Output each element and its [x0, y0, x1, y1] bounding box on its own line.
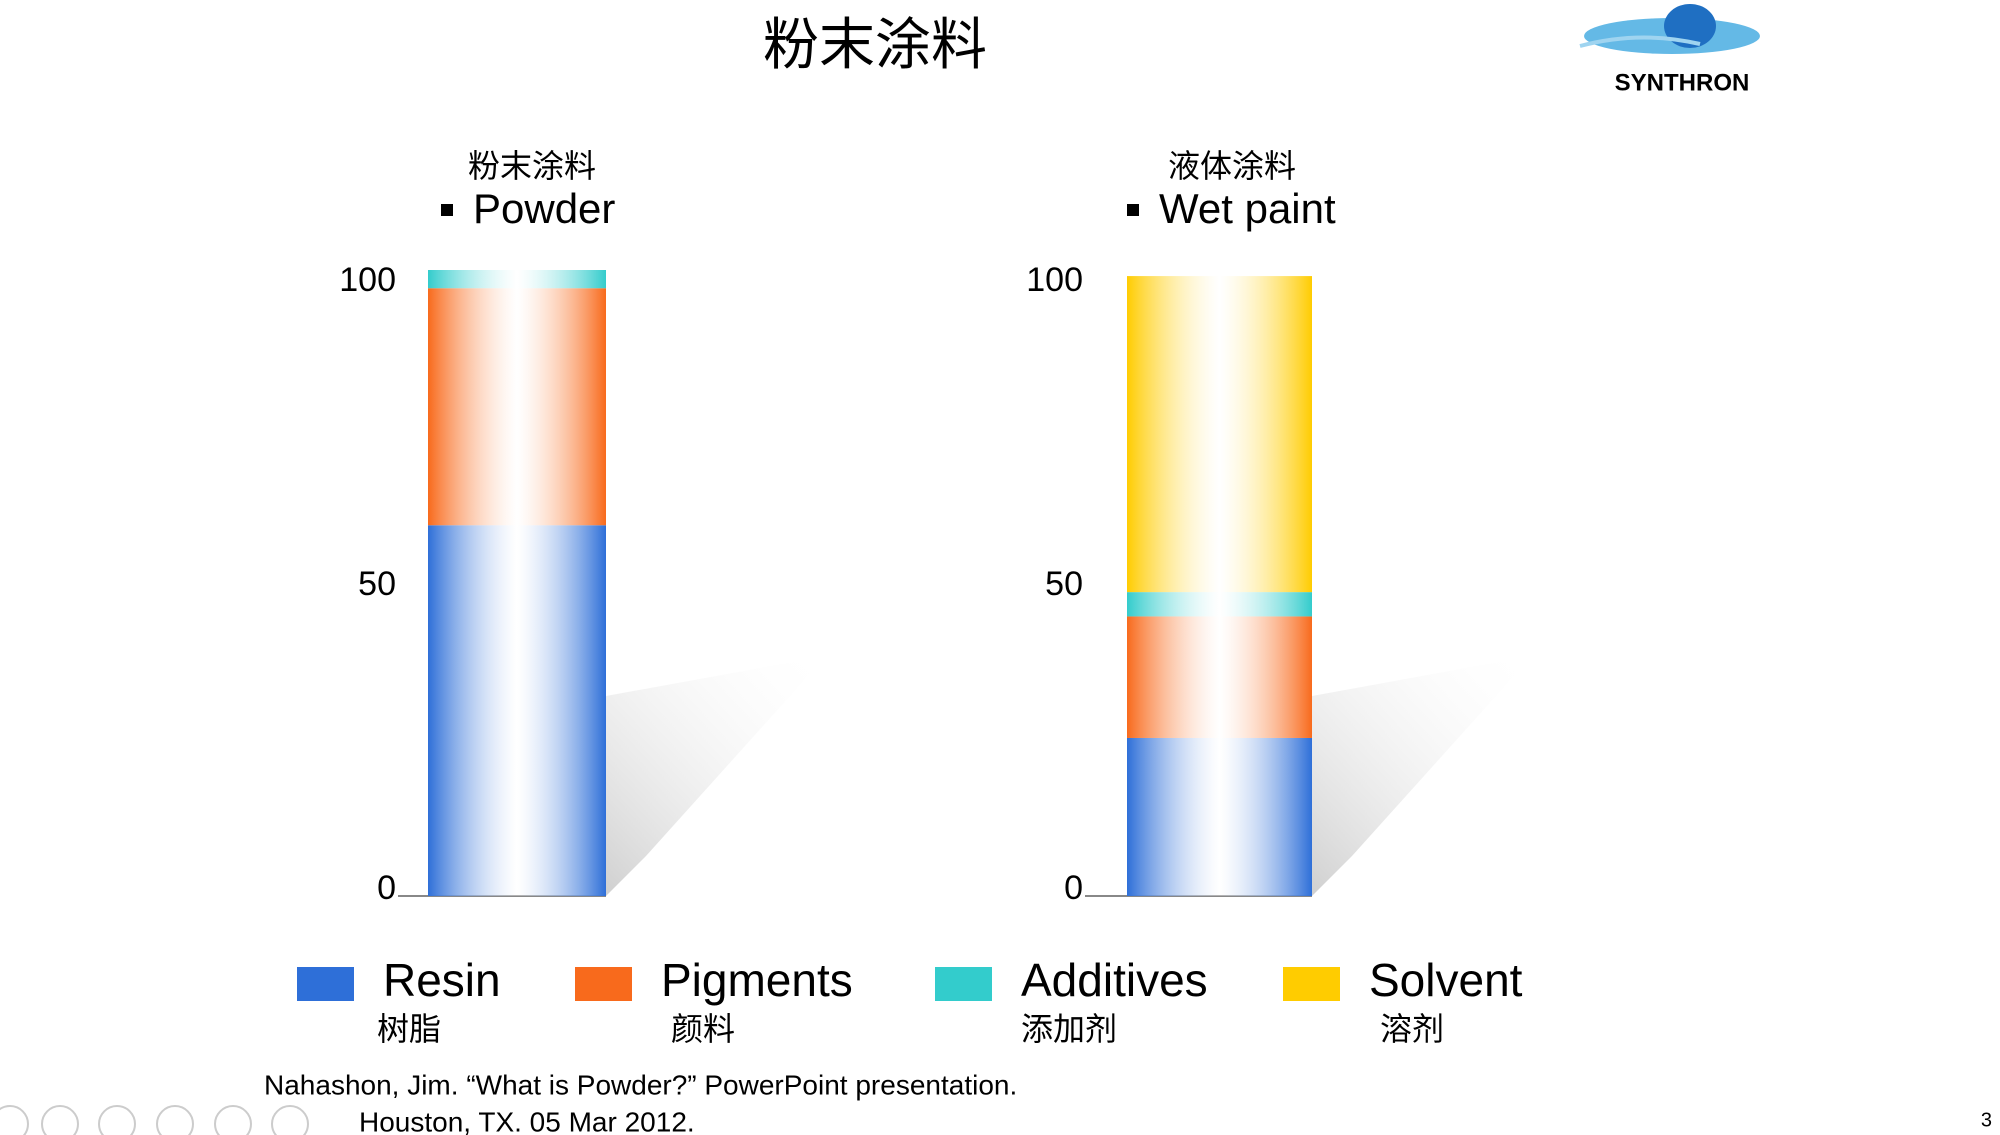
- legend-label-zh: 颜料: [671, 1010, 735, 1048]
- bar-segment: [428, 270, 606, 289]
- bar-segment: [1127, 592, 1312, 617]
- y-tick-label: 0: [1064, 869, 1083, 907]
- page-number: 3: [1981, 1109, 1992, 1131]
- chart-subtitle: Wet paint: [1159, 185, 1336, 232]
- bullet: [441, 204, 453, 216]
- bar-segment: [1127, 616, 1312, 738]
- legend-label-zh: 溶剂: [1380, 1010, 1444, 1048]
- legend-label-zh: 添加剂: [1021, 1010, 1117, 1048]
- bar-segment: [1127, 737, 1312, 896]
- logo: SYNTHRON: [1579, 4, 1760, 96]
- legend-label: Pigments: [661, 954, 853, 1006]
- chart-title: 粉末涂料: [468, 147, 596, 185]
- y-tick-label: 100: [1026, 261, 1083, 299]
- player-controls: [0, 1105, 309, 1135]
- bullet: [1127, 204, 1139, 216]
- legend-swatch: [575, 967, 632, 1001]
- legend-label-zh: 树脂: [377, 1010, 441, 1048]
- citation: Houston, TX. 05 Mar 2012.: [359, 1106, 695, 1135]
- legend-swatch: [935, 967, 992, 1001]
- bar-shadow: [1312, 656, 1532, 896]
- legend-label: Solvent: [1369, 954, 1523, 1006]
- legend-label: Additives: [1021, 954, 1208, 1006]
- y-tick-label: 0: [377, 869, 396, 907]
- citation: Nahashon, Jim. “What is Powder?” PowerPo…: [264, 1069, 1017, 1100]
- logo-text: SYNTHRON: [1615, 69, 1750, 96]
- bar-segment: [1127, 276, 1312, 593]
- bar-segment: [428, 525, 606, 896]
- bar-segment: [428, 288, 606, 526]
- y-tick-label: 50: [1045, 565, 1083, 603]
- chart-subtitle: Powder: [473, 185, 615, 232]
- bar-shadow: [606, 656, 826, 896]
- y-tick-label: 50: [358, 565, 396, 603]
- y-tick-label: 100: [339, 261, 396, 299]
- chart-title: 液体涂料: [1168, 147, 1296, 185]
- legend-label: Resin: [383, 954, 501, 1006]
- legend-swatch: [297, 967, 354, 1001]
- slide-title: 粉末涂料: [763, 13, 987, 78]
- legend-swatch: [1283, 967, 1340, 1001]
